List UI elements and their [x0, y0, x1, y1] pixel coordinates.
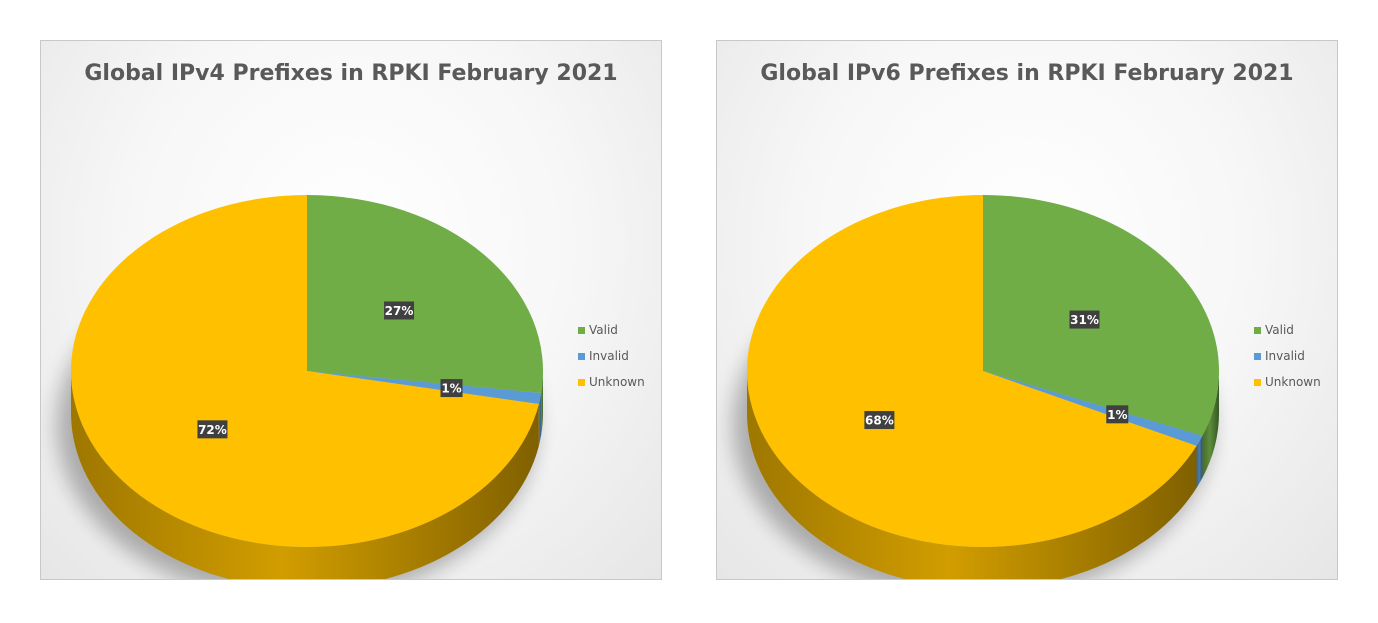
pie-side-unknown [747, 371, 1197, 579]
legend-swatch-invalid [578, 352, 585, 360]
chart-title: Global IPv6 Prefixes in RPKI February 20… [760, 61, 1294, 86]
legend-item-invalid: Invalid [578, 343, 645, 369]
pie-side-invalid [1196, 435, 1203, 488]
legend-item-valid: Valid [1254, 317, 1321, 343]
pie-slice-unknown [71, 195, 539, 547]
pie-side-valid [541, 371, 543, 436]
pie-slice-invalid [307, 371, 542, 404]
svg-text:1%: 1% [1107, 408, 1127, 422]
ipv6-chart-panel: 31% 1% 68% Global IPv6 Prefixes in RPKI Fe… [716, 40, 1338, 580]
pie-slice-unknown [747, 195, 1197, 547]
legend-item-unknown: Unknown [578, 369, 645, 395]
data-label-valid: 27% [384, 301, 415, 320]
legend-swatch-valid [1254, 326, 1261, 334]
legend-item-invalid: Invalid [1254, 343, 1321, 369]
legend-swatch-valid [578, 326, 585, 334]
ipv4-pie-chart: 27% 1% 72% [57, 195, 543, 579]
legend-label: Valid [589, 323, 618, 337]
svg-text:1%: 1% [441, 382, 461, 396]
pie-slice-valid [983, 195, 1219, 436]
data-label-invalid: 1% [1106, 405, 1129, 424]
chart-legend: Valid Invalid Unknown [1254, 317, 1321, 395]
pie-side-invalid [538, 393, 542, 446]
pie-side-valid [1202, 371, 1219, 478]
pie-side-unknown [71, 371, 539, 579]
legend-swatch-unknown [578, 378, 585, 386]
legend-label: Valid [1265, 323, 1294, 337]
ipv6-pie-chart: 31% 1% 68% [733, 195, 1219, 579]
legend-label: Unknown [589, 375, 645, 389]
data-label-invalid: 1% [440, 379, 463, 398]
data-label-valid: 31% [1069, 310, 1100, 329]
legend-item-unknown: Unknown [1254, 369, 1321, 395]
legend-label: Invalid [589, 349, 629, 363]
chart-title: Global IPv4 Prefixes in RPKI February 20… [84, 61, 618, 86]
legend-item-valid: Valid [578, 317, 645, 343]
legend-swatch-unknown [1254, 378, 1261, 386]
legend-label: Invalid [1265, 349, 1305, 363]
svg-text:31%: 31% [1070, 313, 1099, 327]
ipv4-chart-panel: 27% 1% 72% Global IPv4 Prefixes in RPKI Fe… [40, 40, 662, 580]
pie-slice-invalid [983, 371, 1203, 446]
svg-text:68%: 68% [865, 414, 894, 428]
data-label-unknown: 72% [197, 420, 228, 439]
legend-label: Unknown [1265, 375, 1321, 389]
legend-swatch-invalid [1254, 352, 1261, 360]
pie-slice-valid [307, 195, 543, 394]
chart-legend: Valid Invalid Unknown [578, 317, 645, 395]
svg-text:72%: 72% [198, 423, 227, 437]
data-label-unknown: 68% [864, 411, 895, 430]
svg-text:27%: 27% [385, 304, 414, 318]
